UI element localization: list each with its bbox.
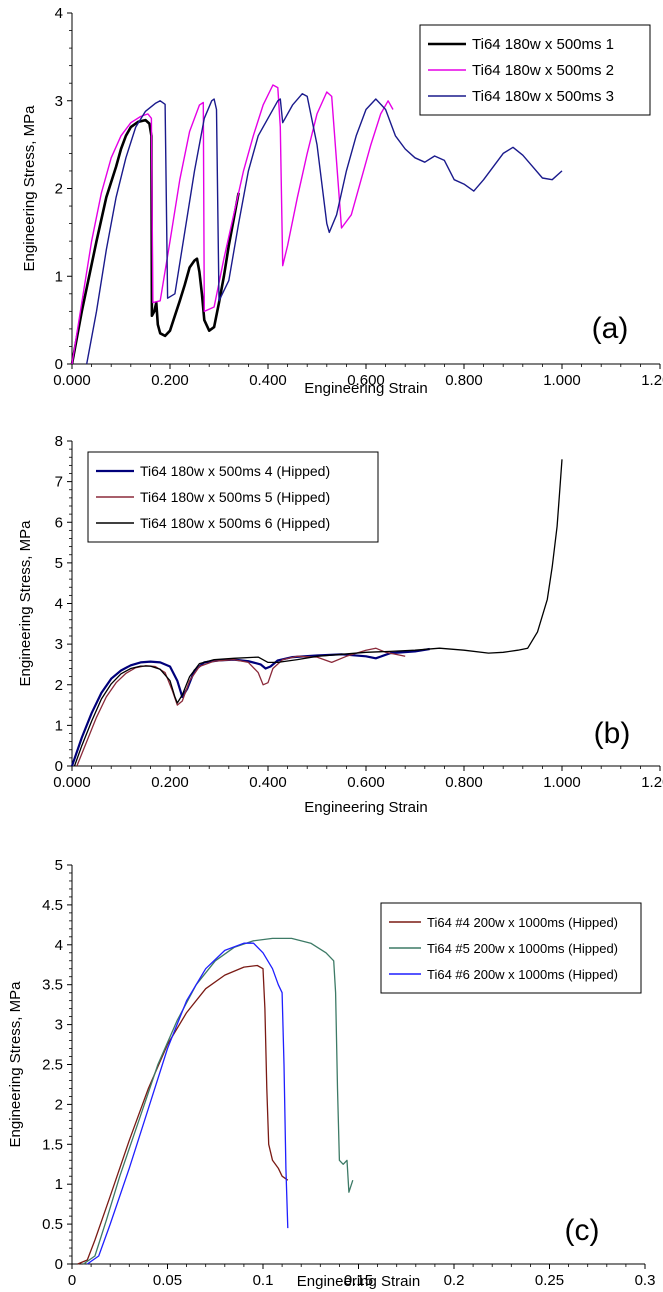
y-tick-label: 7: [55, 474, 63, 491]
y-tick-label: 8: [55, 433, 63, 450]
x-tick-label: 0.1: [253, 1272, 274, 1289]
chart-panel: 0 0.5 1 1.5 2 2.5 3 3.5 4 4.5 5 0 0.05 0.1 0.15 0.2 0.25…: [7, 857, 655, 1290]
x-tick-label: 1.200: [641, 372, 663, 389]
series-line: [71, 84, 394, 365]
x-tick-label: 0.000: [53, 372, 91, 389]
x-tick-label: 0.800: [445, 774, 483, 791]
legend-entry: Ti64 #5 200w x 1000ms (Hipped): [427, 941, 618, 956]
series-line: [76, 647, 406, 767]
series-line: [77, 964, 289, 1265]
legend-box: [87, 451, 379, 543]
y-tick-label: 4: [55, 937, 63, 954]
y-tick-label: 1: [55, 1176, 63, 1193]
chart-panel: 0 1 2 3 4 5 6 7 8 0.000 0.200 0.400 0.600 0.800 1.000 1…: [17, 433, 663, 816]
x-axis-label: Engineering Strain: [304, 380, 427, 397]
y-tick-label: 0.5: [42, 1216, 63, 1233]
x-tick-label: 0.2: [444, 1272, 465, 1289]
x-tick-label: 0.25: [535, 1272, 564, 1289]
chart-panel: 0 1 2 3 4 0.000 0.200 0.400 0.600 0.800 1.000 1.200…: [21, 5, 663, 397]
y-tick-label: 5: [55, 857, 63, 874]
y-tick-label: 0: [55, 758, 63, 775]
y-tick-label: 4: [55, 5, 63, 22]
y-tick-label: 3: [55, 636, 63, 653]
y-tick-label: 5: [55, 555, 63, 572]
panel-label: (a): [592, 312, 629, 345]
x-tick-label: 0.15: [344, 1272, 373, 1289]
y-tick-label: 2.5: [42, 1057, 63, 1074]
y-tick-label: 6: [55, 514, 63, 531]
x-tick-label: 0.400: [249, 774, 287, 791]
x-tick-label: 0.400: [249, 372, 287, 389]
x-tick-label: 1.000: [543, 774, 581, 791]
y-axis-label: Engineering Stress, MPa: [7, 981, 24, 1148]
x-tick-label: 0.200: [151, 372, 189, 389]
y-tick-label: 1: [55, 717, 63, 734]
legend-box: [380, 902, 642, 994]
legend-entry: Ti64 #4 200w x 1000ms (Hipped): [427, 915, 618, 930]
legend-entry: Ti64 #6 200w x 1000ms (Hipped): [427, 967, 618, 982]
legend-entry: Ti64 180w x 500ms 4 (Hipped): [140, 463, 330, 479]
legend-entry: Ti64 180w x 500ms 2: [472, 62, 614, 79]
x-axis-label: Engineering Strain: [297, 1273, 420, 1290]
x-tick-label: 0.3: [635, 1272, 656, 1289]
x-axis-label: Engineering Strain: [304, 799, 427, 816]
series-line: [70, 647, 430, 767]
y-tick-label: 3: [55, 93, 63, 110]
y-tick-label: 1: [55, 268, 63, 285]
y-axis-label: Engineering Stress, MPa: [21, 105, 38, 272]
x-tick-label: 0: [68, 1272, 76, 1289]
legend-entry: Ti64 180w x 500ms 5 (Hipped): [140, 489, 330, 505]
y-tick-label: 2: [55, 181, 63, 198]
y-tick-label: 4: [55, 596, 63, 613]
x-tick-label: 0.05: [153, 1272, 182, 1289]
y-tick-label: 0: [55, 356, 63, 373]
legend-entry: Ti64 180w x 500ms 1: [472, 36, 614, 53]
y-tick-label: 2: [55, 677, 63, 694]
legend-entry: Ti64 180w x 500ms 6 (Hipped): [140, 515, 330, 531]
x-tick-label: 0.600: [347, 774, 385, 791]
x-tick-label: 0.000: [53, 774, 91, 791]
series-line: [83, 937, 354, 1265]
x-tick-label: 0.600: [347, 372, 385, 389]
y-axis-label: Engineering Stress, MPa: [17, 520, 34, 687]
y-tick-label: 0: [55, 1256, 63, 1273]
series-line: [86, 942, 289, 1265]
series-line: [86, 93, 563, 365]
y-tick-label: 3: [55, 1017, 63, 1034]
series-line: [70, 118, 240, 365]
panel-label: (c): [565, 1214, 600, 1247]
x-tick-label: 1.000: [543, 372, 581, 389]
x-tick-label: 0.200: [151, 774, 189, 791]
y-tick-label: 2: [55, 1096, 63, 1113]
legend-entry: Ti64 180w x 500ms 3: [472, 88, 614, 105]
series-line: [73, 459, 563, 767]
x-tick-label: 0.800: [445, 372, 483, 389]
y-tick-label: 1.5: [42, 1136, 63, 1153]
y-tick-label: 4.5: [42, 897, 63, 914]
panel-label: (b): [594, 717, 631, 750]
x-tick-label: 1.200: [641, 774, 663, 791]
y-tick-label: 3.5: [42, 977, 63, 994]
